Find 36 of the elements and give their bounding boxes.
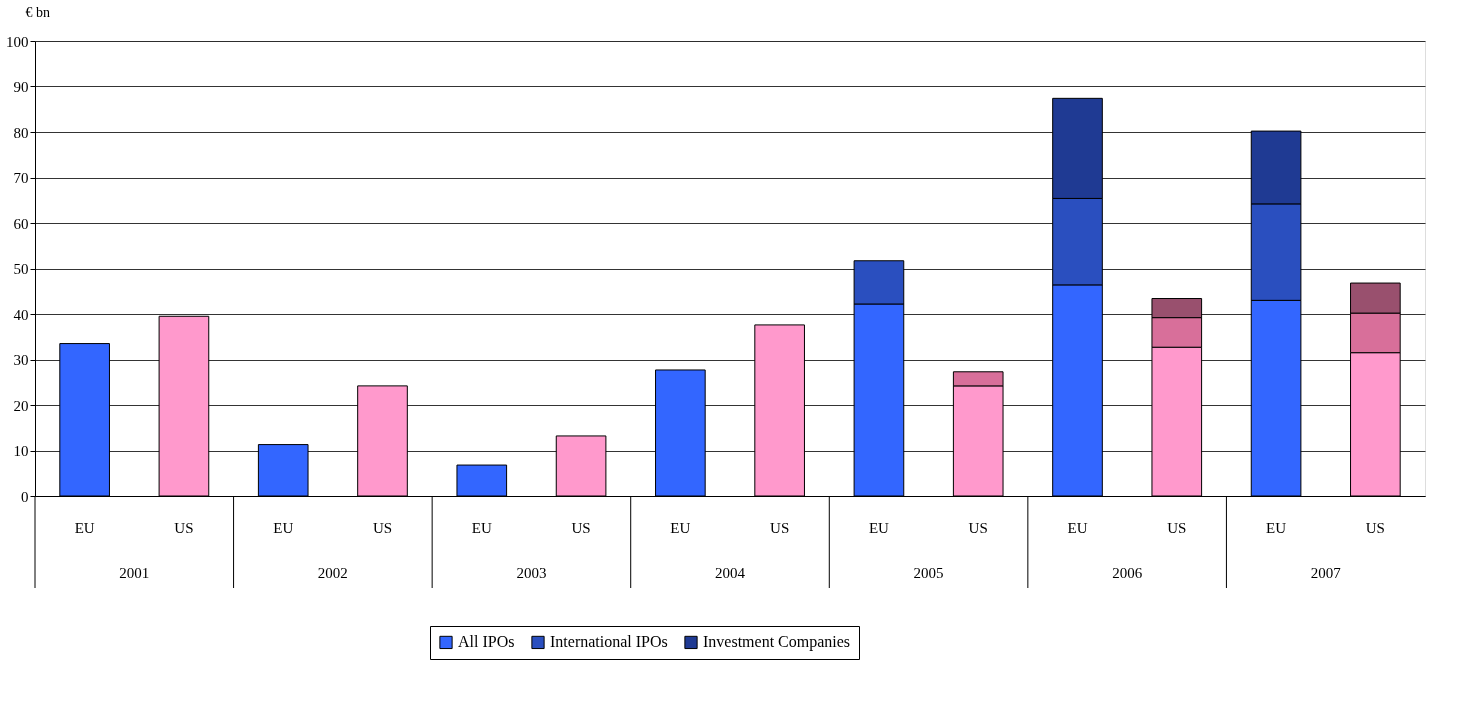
x-tick-label: US: [174, 519, 194, 536]
y-tick-label: 90: [13, 79, 29, 95]
legend-label: International IPOs: [550, 633, 668, 651]
x-tick-label: EU: [1067, 519, 1088, 536]
x-tick-label: EU: [74, 519, 95, 536]
y-tick-label: 70: [13, 170, 29, 186]
y-axis-title: € bn: [25, 4, 50, 20]
x-tick-label: EU: [1266, 519, 1287, 536]
y-tick-label: 80: [13, 124, 29, 141]
text: 2002: [317, 565, 348, 581]
x-tick-label: US: [372, 519, 393, 536]
x-tick-label: US: [571, 519, 591, 536]
y-tick-label: 10: [13, 443, 29, 459]
y-tick-label: 60: [13, 215, 29, 232]
y-tick-label: 30: [13, 352, 29, 368]
y-tick-label: 50: [13, 261, 29, 277]
text: 2006: [1112, 565, 1143, 581]
x-tick-label: EU: [868, 519, 890, 536]
x-tick-label: EU: [670, 519, 691, 536]
y-tick-label: 100: [6, 33, 29, 50]
x-tick-label: EU: [471, 519, 492, 536]
y-tick-label: 0: [21, 488, 29, 505]
x-tick-label: US: [968, 519, 988, 536]
x-tick-label: US: [1167, 519, 1187, 536]
text: 2005: [913, 565, 944, 581]
legend-label: Investment Companies: [703, 633, 851, 652]
y-tick-label: 40: [13, 306, 29, 323]
legend-label: All IPOs: [458, 633, 515, 651]
text: 2003: [516, 565, 547, 581]
x-tick-label: EU: [273, 519, 294, 536]
text: 2007: [1310, 565, 1342, 581]
x-tick-label: US: [1365, 519, 1385, 536]
text: 2001: [119, 565, 150, 581]
x-tick-label: US: [770, 519, 790, 536]
y-tick-label: 20: [13, 397, 29, 414]
text: 2004: [715, 565, 746, 581]
